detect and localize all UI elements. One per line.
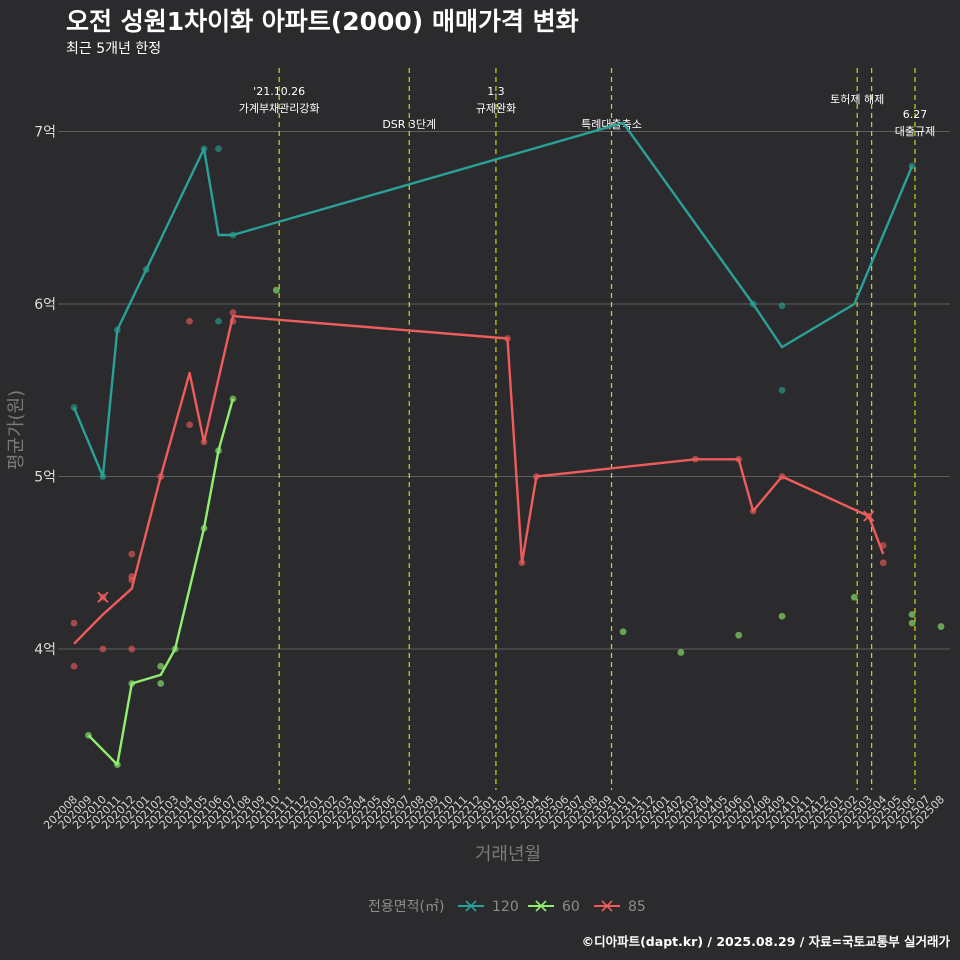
y-axis-ticks: 4억 5억 6억 7억 xyxy=(34,125,56,659)
event-label: 토허제 해제 xyxy=(830,92,884,106)
legend-key-85 xyxy=(594,900,620,912)
chart-title: 오전 성원1차이화 아파트(2000) 매매가격 변화 xyxy=(66,7,579,36)
event-label: 1.3 xyxy=(487,85,505,98)
series-layer xyxy=(70,121,945,768)
data-point xyxy=(937,623,945,630)
event-label: 규제완화 xyxy=(476,102,516,115)
event-label: 가계부채관리강화 xyxy=(239,102,320,115)
data-point xyxy=(157,680,165,687)
event-label: '21.10.26 xyxy=(253,85,305,98)
data-point xyxy=(186,317,194,325)
event-label: 대출규제 xyxy=(895,125,935,138)
data-point xyxy=(229,309,237,317)
data-point xyxy=(186,421,194,429)
data-point xyxy=(70,619,78,627)
data-point xyxy=(70,662,78,670)
event-label: 특례대출축소 xyxy=(581,118,642,131)
data-point xyxy=(677,649,685,656)
cancelled-mark xyxy=(97,591,109,603)
data-point xyxy=(778,386,786,394)
legend-key-120 xyxy=(458,900,484,912)
series-120 xyxy=(70,121,916,480)
legend-key-60 xyxy=(528,900,554,912)
data-point xyxy=(879,559,887,567)
y-tick-label: 5억 xyxy=(34,470,56,486)
data-point xyxy=(215,145,222,153)
data-point xyxy=(619,628,627,636)
legend-label-85: 85 xyxy=(628,899,646,915)
event-label: 6.27 xyxy=(903,108,928,121)
data-point xyxy=(908,619,916,627)
y-tick-label: 6억 xyxy=(34,297,56,313)
data-point xyxy=(215,317,222,325)
legend-key-cross xyxy=(535,900,547,912)
series-85 xyxy=(70,309,887,670)
y-axis-title: 평균가(원) xyxy=(6,390,27,470)
legend: 전용면적(㎡) 120 60 85 xyxy=(368,899,646,915)
data-point xyxy=(128,550,136,558)
data-point xyxy=(272,286,280,294)
data-point xyxy=(99,645,107,653)
x-axis-title: 거래년월 xyxy=(475,844,541,865)
legend-title: 전용면적(㎡) xyxy=(368,899,444,915)
data-point xyxy=(157,662,165,670)
data-point xyxy=(850,593,858,601)
data-point xyxy=(778,612,786,620)
y-tick-label: 4억 xyxy=(34,642,56,658)
series-line xyxy=(73,314,885,645)
data-point xyxy=(908,611,916,618)
y-tick-label: 7억 xyxy=(34,125,56,141)
series-line xyxy=(72,121,914,478)
legend-label-60: 60 xyxy=(562,899,580,915)
source-caption: ©디아파트(dapt.kr) / 2025.08.29 / 자료=국토교통부 실… xyxy=(581,934,950,949)
event-label: DSR 3단계 xyxy=(382,118,436,131)
x-axis-ticks: 2020082020092020102020112020122021012021… xyxy=(41,793,947,832)
chart-subtitle: 최근 5개년 한정 xyxy=(66,41,162,57)
data-point xyxy=(735,631,743,639)
grid-lines xyxy=(58,131,950,650)
legend-key-cross xyxy=(465,900,477,912)
series-60 xyxy=(85,286,945,768)
cancelled-mark xyxy=(863,510,875,522)
data-point xyxy=(778,302,786,310)
legend-key-cross xyxy=(601,900,613,912)
series-line xyxy=(87,398,235,766)
data-point xyxy=(128,645,136,653)
legend-label-120: 120 xyxy=(492,899,519,915)
